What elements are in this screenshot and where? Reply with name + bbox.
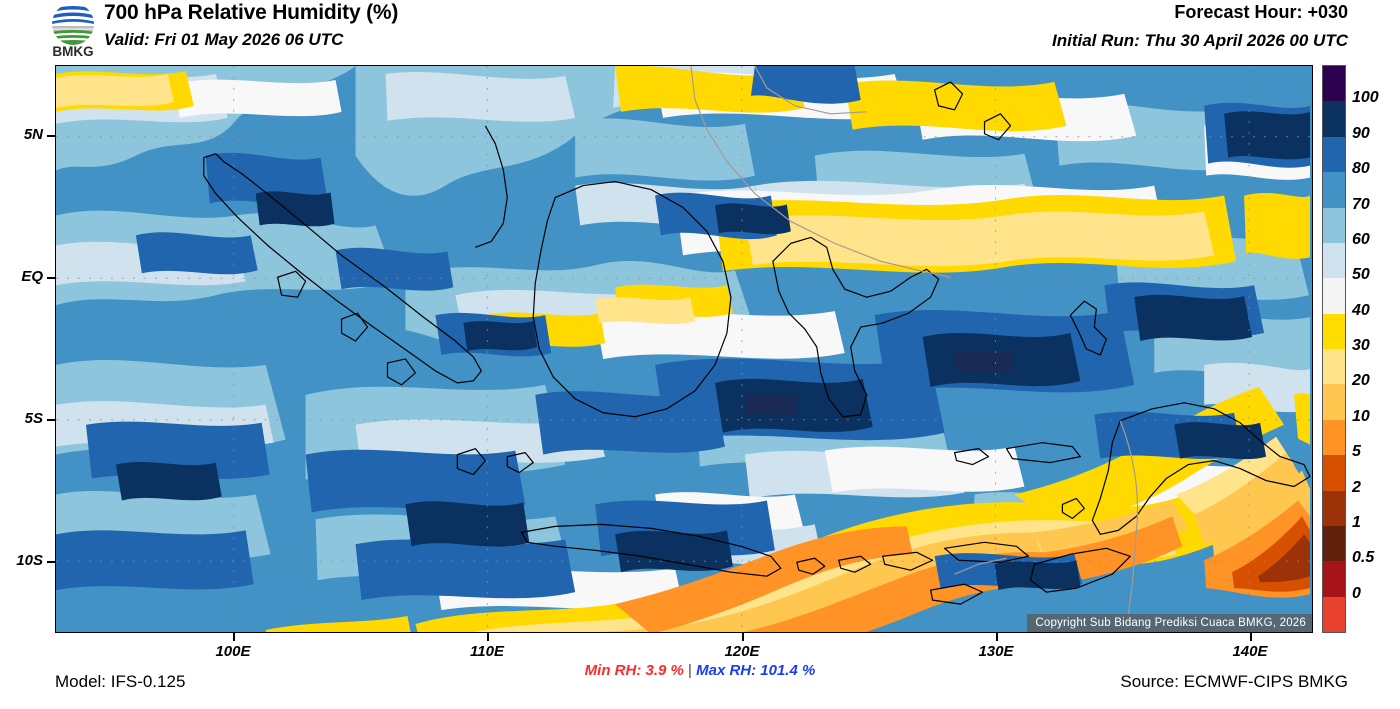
y-tick-mark-eq: [47, 277, 55, 279]
y-tick-mark-5n: [47, 135, 55, 137]
colorbar-segment-80: [1323, 136, 1345, 173]
source-label: Source: ECMWF-CIPS BMKG: [1120, 672, 1348, 691]
x-axis-label-120e: 120E: [724, 643, 760, 660]
colorbar-label-5: 5: [1352, 443, 1361, 461]
y-axis-label-eq: EQ: [21, 268, 43, 285]
colorbar-segment-2: [1323, 455, 1345, 491]
colorbar-segment-60: [1323, 207, 1345, 243]
coastlines: [203, 81, 1311, 605]
map-copyright: Copyright Sub Bidang Prediksi Cuaca BMKG…: [1027, 614, 1312, 632]
forecast-hour-label: Forecast Hour: +030: [1174, 2, 1348, 22]
page-title: 700 hPa Relative Humidity (%): [104, 1, 399, 24]
weather-map[interactable]: Copyright Sub Bidang Prediksi Cuaca BMKG…: [55, 65, 1313, 633]
colorbar-label-20: 20: [1352, 372, 1370, 390]
colorbar-segment-70: [1323, 172, 1345, 208]
x-axis-label-140e: 140E: [1232, 643, 1268, 660]
country-borders: [690, 66, 1139, 632]
x-tick-mark-120e: [742, 633, 744, 641]
colorbar-segment-100: [1323, 66, 1345, 102]
rh-contour-bands: [56, 66, 1311, 632]
colorbar-label-60: 60: [1352, 230, 1370, 248]
x-tick-mark-130e: [996, 633, 998, 641]
humidity-contour-field: [56, 66, 1312, 632]
colorbar-segment-50: [1323, 242, 1345, 279]
colorbar-label-90: 90: [1352, 124, 1370, 142]
colorbar-label-30: 30: [1352, 337, 1370, 354]
x-axis-label-130e: 130E: [978, 643, 1014, 660]
colorbar-label-2: 2: [1352, 478, 1361, 496]
colorbar-label-0.5: 0.5: [1352, 549, 1375, 567]
colorbar-segment-0.5: [1323, 525, 1345, 562]
y-tick-mark-10s: [47, 561, 55, 563]
y-axis-label-10s: 10S: [16, 552, 43, 569]
colorbar-segment-last: [1323, 596, 1345, 632]
x-axis-label-110e: 110E: [470, 643, 504, 660]
y-tick-mark-5s: [47, 419, 55, 421]
y-axis-label-5s: 5S: [24, 410, 43, 427]
colorbar-segment-10: [1323, 384, 1345, 420]
model-label: Model: IFS-0.125: [55, 672, 186, 691]
x-tick-mark-140e: [1250, 633, 1252, 641]
colorbar[interactable]: [1322, 65, 1346, 633]
colorbar-label-80: 80: [1352, 160, 1370, 178]
x-axis-label-100e: 100E: [215, 643, 251, 660]
bmkg-logo: BMKG: [52, 3, 94, 58]
x-tick-mark-100e: [233, 633, 235, 641]
colorbar-segment-5: [1323, 419, 1345, 456]
colorbar-segment-40: [1323, 278, 1345, 314]
colorbar-label-1: 1: [1352, 513, 1361, 531]
colorbar-label-70: 70: [1352, 195, 1370, 213]
lat-lon-grid: [56, 66, 1312, 632]
colorbar-label-100: 100: [1352, 89, 1379, 107]
x-tick-mark-110e: [487, 633, 489, 641]
initial-run-label: Initial Run: Thu 30 April 2026 00 UTC: [1052, 31, 1348, 50]
colorbar-label-50: 50: [1352, 266, 1370, 284]
colorbar-segment-0: [1323, 561, 1345, 597]
colorbar-segment-20: [1323, 349, 1345, 385]
min-max-separator: |: [688, 662, 692, 679]
colorbar-segment-90: [1323, 101, 1345, 137]
min-rh-value: Min RH: 3.9 %: [584, 662, 684, 679]
y-axis-label-5n: 5N: [23, 126, 43, 143]
min-max-rh-readout: Min RH: 3.9 % | Max RH: 101.4 %: [0, 662, 1400, 679]
colorbar-segment-1: [1323, 490, 1345, 526]
logo-label: BMKG: [52, 44, 93, 58]
valid-time-label: Valid: Fri 01 May 2026 06 UTC: [104, 30, 344, 49]
colorbar-label-0: 0: [1352, 584, 1361, 602]
colorbar-label-40: 40: [1352, 301, 1370, 319]
max-rh-value: Max RH: 101.4 %: [696, 662, 816, 679]
colorbar-label-10: 10: [1352, 407, 1370, 425]
colorbar-segment-30: [1323, 313, 1345, 349]
